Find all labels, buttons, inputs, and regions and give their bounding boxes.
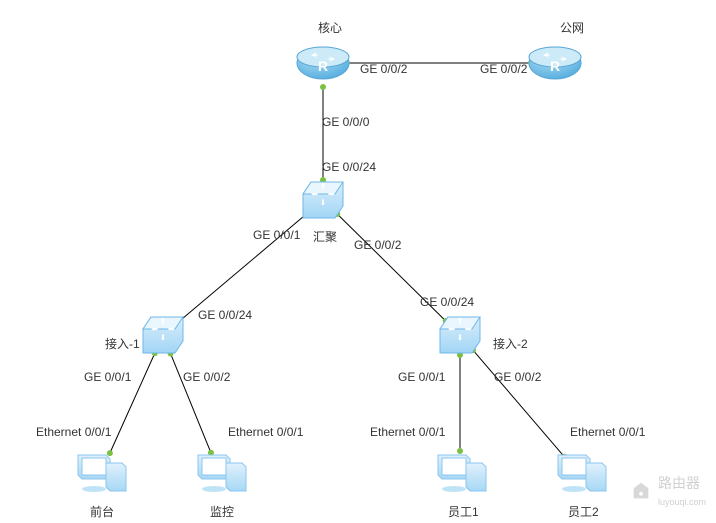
port-label: GE 0/0/0 [322, 115, 369, 129]
pc-node [198, 455, 246, 492]
link [171, 354, 211, 453]
node-label: 接入-2 [493, 335, 528, 352]
port-label: GE 0/0/1 [84, 370, 131, 384]
node-label: 公网 [560, 19, 584, 36]
switch-node [303, 182, 343, 218]
port-label: GE 0/0/2 [494, 370, 541, 384]
port-label: Ethernet 0/0/1 [228, 425, 303, 439]
network-diagram: RR 路由器 luyouqi.com GE 0/0/2GE 0/0/2GE 0/… [0, 0, 716, 518]
node-label: 员工1 [448, 503, 479, 520]
port-label: GE 0/0/2 [360, 62, 407, 76]
watermark: 路由器 luyouqi.com [630, 473, 706, 508]
port-label: GE 0/0/24 [322, 160, 376, 174]
node-label: 汇聚 [313, 228, 337, 245]
port-label: Ethernet 0/0/1 [570, 425, 645, 439]
link [110, 353, 155, 453]
pc-node [558, 455, 606, 492]
pc-node [78, 455, 126, 492]
switch-node [143, 317, 183, 353]
router-node: R [297, 47, 349, 79]
svg-text:R: R [550, 58, 560, 74]
link [473, 350, 564, 457]
port-label: GE 0/0/24 [420, 295, 474, 309]
pc-node [438, 455, 486, 492]
node-label: 监控 [210, 503, 234, 520]
port-label: GE 0/0/24 [198, 308, 252, 322]
node-label: 接入-1 [105, 335, 140, 352]
port-dot [320, 84, 326, 90]
port-label: GE 0/0/2 [354, 238, 401, 252]
switch-node [440, 317, 480, 353]
svg-text:R: R [318, 58, 328, 74]
port-label: GE 0/0/2 [183, 370, 230, 384]
watermark-text: 路由器 [658, 475, 700, 491]
port-label: GE 0/0/2 [480, 62, 527, 76]
port-dot [457, 448, 463, 454]
port-label: Ethernet 0/0/1 [370, 425, 445, 439]
node-label: 前台 [90, 503, 114, 520]
watermark-subtext: luyouqi.com [658, 497, 706, 507]
port-dot [107, 450, 113, 456]
diagram-svg: RR [0, 0, 716, 518]
port-label: GE 0/0/1 [253, 228, 300, 242]
watermark-icon [630, 480, 652, 502]
node-label: 核心 [318, 19, 342, 36]
node-label: 员工2 [568, 503, 599, 520]
router-node: R [529, 47, 581, 79]
port-label: GE 0/0/1 [398, 370, 445, 384]
port-label: Ethernet 0/0/1 [36, 425, 111, 439]
